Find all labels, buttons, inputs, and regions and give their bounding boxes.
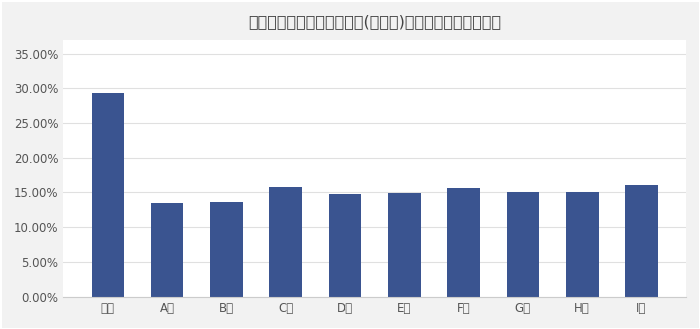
Bar [210,202,243,296]
Bar [566,192,598,296]
Bar [507,192,539,296]
Bar [625,185,658,296]
Bar [92,92,124,296]
Bar [388,193,421,296]
Bar [447,188,480,296]
Title: 利用満足度の高いスポーツ(体育会)学生就活支援サービス: 利用満足度の高いスポーツ(体育会)学生就活支援サービス [248,14,501,29]
Bar [151,203,183,296]
Bar [270,187,302,296]
Bar [329,194,361,296]
